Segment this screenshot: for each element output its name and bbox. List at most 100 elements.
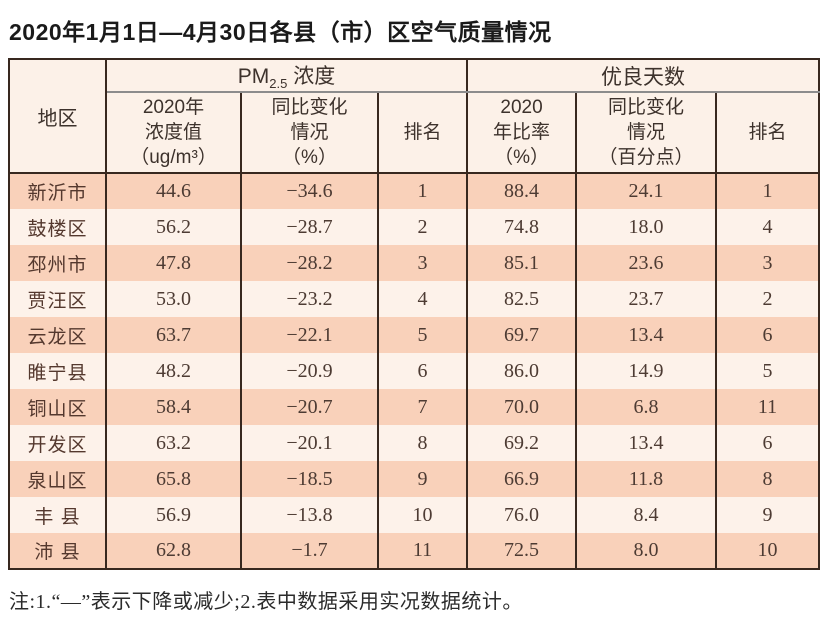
pm-label-suffix: 浓度 <box>287 65 336 88</box>
column-header-days-change: 同比变化 情况 （百分点） <box>575 92 718 175</box>
pm-value-cell: 62.8 <box>105 533 242 570</box>
days-change-cell: 23.6 <box>575 245 718 282</box>
pm-rank-cell: 6 <box>376 353 469 390</box>
pm-value-cell: 48.2 <box>105 353 242 390</box>
pm-rank-cell: 9 <box>376 461 469 498</box>
days-rate-cell: 69.7 <box>466 317 578 354</box>
days-rate-cell: 86.0 <box>466 353 578 390</box>
table-body: 新沂市 44.6 −34.6 1 88.4 24.1 1 鼓楼区 56.2 −28.7 2 74.8 1… <box>8 173 821 570</box>
pm-change-cell: −28.2 <box>240 245 379 282</box>
days-rate-cell: 72.5 <box>466 533 578 570</box>
days-rank-cell: 10 <box>715 533 821 570</box>
days-rate-cell: 74.8 <box>466 209 578 246</box>
region-cell: 沛 县 <box>8 533 107 570</box>
table-row: 贾汪区 53.0 −23.2 4 82.5 23.7 2 <box>8 281 821 318</box>
days-rank-cell: 6 <box>715 317 821 354</box>
pm-rank-cell: 2 <box>376 209 469 246</box>
pm-rank-cell: 1 <box>376 173 469 210</box>
days-rank-cell: 8 <box>715 461 821 498</box>
pm-rank-cell: 7 <box>376 389 469 426</box>
days-rank-cell: 5 <box>715 353 821 390</box>
days-rank-cell: 3 <box>715 245 821 282</box>
table-row: 邳州市 47.8 −28.2 3 85.1 23.6 3 <box>8 245 821 282</box>
region-cell: 开发区 <box>8 425 107 462</box>
header-group-row: 地区 PM2.5 浓度 优良天数 <box>8 59 821 175</box>
pm-value-cell: 63.2 <box>105 425 242 462</box>
pm-value-cell: 47.8 <box>105 245 242 282</box>
pm-rank-cell: 3 <box>376 245 469 282</box>
pm-value-cell: 58.4 <box>105 389 242 426</box>
days-rank-cell: 11 <box>715 389 821 426</box>
region-cell: 泉山区 <box>8 461 107 498</box>
pm-label-subscript: 2.5 <box>269 76 288 92</box>
pm-value-cell: 56.2 <box>105 209 242 246</box>
pm-rank-cell: 10 <box>376 497 469 534</box>
air-quality-table: 地区 PM2.5 浓度 优良天数 2020年 浓度值 （ug/m³） 同比变化 … <box>8 58 821 571</box>
pm-value-cell: 65.8 <box>105 461 242 498</box>
days-rate-cell: 85.1 <box>466 245 578 282</box>
region-cell: 新沂市 <box>8 173 107 210</box>
days-change-cell: 24.1 <box>575 173 718 210</box>
pm-value-cell: 44.6 <box>105 173 242 210</box>
pm-change-cell: −23.2 <box>240 281 379 318</box>
pm-change-cell: −20.7 <box>240 389 379 426</box>
pm-change-cell: −13.8 <box>240 497 379 534</box>
days-rate-cell: 66.9 <box>466 461 578 498</box>
column-header-pm-value: 2020年 浓度值 （ug/m³） <box>105 92 242 175</box>
days-change-cell: 13.4 <box>575 317 718 354</box>
pm-label-prefix: PM <box>237 65 270 88</box>
region-cell: 贾汪区 <box>8 281 107 318</box>
pm-value-cell: 63.7 <box>105 317 242 354</box>
pm-change-cell: −22.1 <box>240 317 379 354</box>
pm-change-cell: −34.6 <box>240 173 379 210</box>
table-row: 开发区 63.2 −20.1 8 69.2 13.4 6 <box>8 425 821 462</box>
column-header-region: 地区 <box>8 59 107 175</box>
region-cell: 睢宁县 <box>8 353 107 390</box>
days-change-cell: 13.4 <box>575 425 718 462</box>
days-rate-cell: 76.0 <box>466 497 578 534</box>
column-header-days-rank: 排名 <box>715 92 821 175</box>
days-rate-cell: 82.5 <box>466 281 578 318</box>
days-rank-cell: 2 <box>715 281 821 318</box>
days-rank-cell: 4 <box>715 209 821 246</box>
days-change-cell: 11.8 <box>575 461 718 498</box>
table-row: 睢宁县 48.2 −20.9 6 86.0 14.9 5 <box>8 353 821 390</box>
pm-change-cell: −20.9 <box>240 353 379 390</box>
pm-rank-cell: 11 <box>376 533 469 570</box>
region-cell: 铜山区 <box>8 389 107 426</box>
table-header: 地区 PM2.5 浓度 优良天数 2020年 浓度值 （ug/m³） 同比变化 … <box>8 59 821 175</box>
region-cell: 邳州市 <box>8 245 107 282</box>
pm-rank-cell: 4 <box>376 281 469 318</box>
region-cell: 鼓楼区 <box>8 209 107 246</box>
table-row: 鼓楼区 56.2 −28.7 2 74.8 18.0 4 <box>8 209 821 246</box>
days-change-cell: 8.4 <box>575 497 718 534</box>
region-cell: 丰 县 <box>8 497 107 534</box>
days-change-cell: 23.7 <box>575 281 718 318</box>
region-cell: 云龙区 <box>8 317 107 354</box>
column-group-good-days: 优良天数 <box>466 59 821 94</box>
days-rate-cell: 88.4 <box>466 173 578 210</box>
pm-rank-cell: 8 <box>376 425 469 462</box>
table-row: 沛 县 62.8 −1.7 11 72.5 8.0 10 <box>8 533 821 570</box>
table-row: 铜山区 58.4 −20.7 7 70.0 6.8 11 <box>8 389 821 426</box>
column-header-pm-change: 同比变化 情况 （%） <box>240 92 379 175</box>
days-change-cell: 14.9 <box>575 353 718 390</box>
table-row: 新沂市 44.6 −34.6 1 88.4 24.1 1 <box>8 173 821 210</box>
days-rank-cell: 9 <box>715 497 821 534</box>
pm-change-cell: −1.7 <box>240 533 379 570</box>
table-row: 丰 县 56.9 −13.8 10 76.0 8.4 9 <box>8 497 821 534</box>
days-rank-cell: 6 <box>715 425 821 462</box>
column-header-days-rate: 2020 年比率 （%） <box>466 92 578 175</box>
pm-value-cell: 53.0 <box>105 281 242 318</box>
table-row: 云龙区 63.7 −22.1 5 69.7 13.4 6 <box>8 317 821 354</box>
days-rate-cell: 70.0 <box>466 389 578 426</box>
pm-rank-cell: 5 <box>376 317 469 354</box>
column-header-pm-rank: 排名 <box>376 92 469 175</box>
column-group-pm25: PM2.5 浓度 <box>104 59 469 94</box>
pm-value-cell: 56.9 <box>105 497 242 534</box>
pm-change-cell: −28.7 <box>240 209 379 246</box>
days-change-cell: 6.8 <box>575 389 718 426</box>
footnote: 注:1.“—”表示下降或减少;2.表中数据采用实况数据统计。 <box>9 591 523 614</box>
days-rate-cell: 69.2 <box>466 425 578 462</box>
